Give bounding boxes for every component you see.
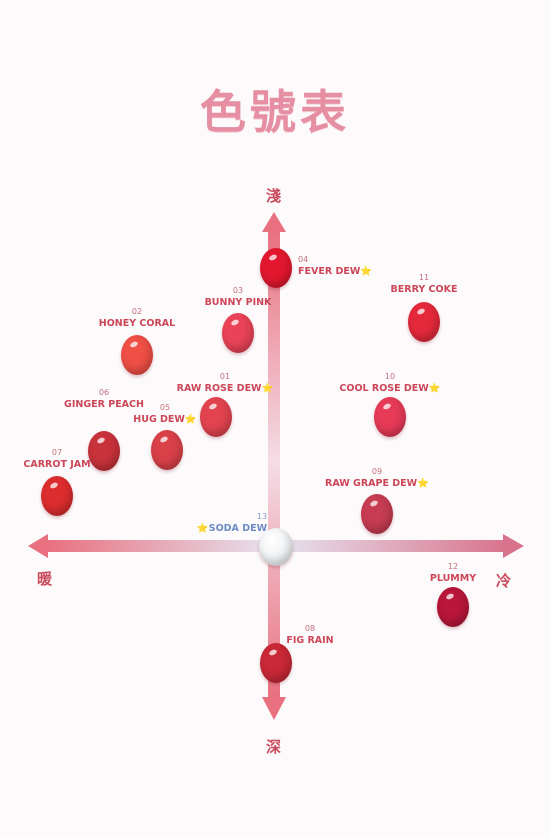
axis-label-left: 暖 xyxy=(37,570,53,588)
arrow-left xyxy=(28,534,48,558)
shade-label-06: 06 GINGER PEACH xyxy=(64,387,144,411)
shade-label-10: 10 COOL ROSE DEW⭐ xyxy=(339,371,440,395)
shade-number: 13 xyxy=(256,512,268,521)
arrow-down xyxy=(262,697,286,720)
shade-name: CARROT JAM xyxy=(23,459,91,470)
shade-label-02: 02 HONEY CORAL xyxy=(99,306,175,330)
shade-name: RAW ROSE DEW⭐ xyxy=(176,383,274,394)
shade-number: 10 xyxy=(384,372,396,381)
shade-label-11: 11 BERRY COKE xyxy=(391,272,458,296)
shade-swatch-02 xyxy=(121,335,153,375)
shade-swatch-05 xyxy=(151,430,183,470)
shade-swatch-09 xyxy=(361,494,393,534)
shade-number: 07 xyxy=(51,448,63,457)
shade-name: FIG RAIN xyxy=(286,635,334,646)
shade-swatch-03 xyxy=(222,313,254,353)
shade-number: 05 xyxy=(159,403,171,412)
page-title: 色號表 xyxy=(200,85,350,139)
shade-name: PLUMMY xyxy=(429,573,477,584)
shade-name: BERRY COKE xyxy=(390,284,458,295)
shade-swatch-12 xyxy=(437,587,469,627)
shade-label-08: 08 FIG RAIN xyxy=(286,623,333,647)
shade-number: 06 xyxy=(98,388,110,397)
shade-number: 12 xyxy=(447,562,459,571)
arrow-right xyxy=(503,534,524,558)
shade-label-07: 07 CARROT JAM xyxy=(23,447,90,471)
arrow-up xyxy=(262,212,286,232)
shade-name: GINGER PEACH xyxy=(64,399,144,410)
shade-name: RAW GRAPE DEW⭐ xyxy=(325,478,429,489)
shade-swatch-13 xyxy=(259,528,293,566)
shade-number: 03 xyxy=(232,286,244,295)
shade-label-04: 04 FEVER DEW⭐ xyxy=(298,254,372,278)
shade-name: COOL ROSE DEW⭐ xyxy=(339,383,441,394)
shade-label-09: 09 RAW GRAPE DEW⭐ xyxy=(325,466,429,490)
shade-swatch-07 xyxy=(41,476,73,516)
shade-swatch-04 xyxy=(260,248,292,288)
shade-number: 02 xyxy=(131,307,143,316)
shade-label-01: 01 RAW ROSE DEW⭐ xyxy=(177,371,274,395)
shade-label-03: 03 BUNNY PINK xyxy=(205,285,272,309)
shade-number: 04 xyxy=(298,255,309,264)
shade-name: HUG DEW⭐ xyxy=(133,414,197,425)
shade-name: FEVER DEW⭐ xyxy=(298,266,373,277)
shade-swatch-01 xyxy=(200,397,232,437)
shade-swatch-06 xyxy=(88,431,120,471)
shade-number: 08 xyxy=(304,624,316,633)
shade-name: BUNNY PINK xyxy=(204,297,272,308)
axis-label-top: 淺 xyxy=(266,187,282,205)
shade-name: ⭐SODA DEW xyxy=(196,523,268,534)
shade-swatch-08 xyxy=(260,643,292,683)
axis-label-bottom: 深 xyxy=(266,738,282,756)
vertical-axis xyxy=(268,228,280,698)
shade-swatch-11 xyxy=(408,302,440,342)
shade-label-05: 05 HUG DEW⭐ xyxy=(133,402,196,426)
shade-number: 09 xyxy=(371,467,383,476)
shade-label-13: 13 ⭐SODA DEW xyxy=(197,511,267,535)
axis-label-right: 冷 xyxy=(496,572,512,590)
shade-name: HONEY CORAL xyxy=(98,318,176,329)
shade-number: 11 xyxy=(418,273,430,282)
shade-number: 01 xyxy=(219,372,231,381)
shade-label-12: 12 PLUMMY xyxy=(430,561,476,585)
shade-swatch-10 xyxy=(374,397,406,437)
